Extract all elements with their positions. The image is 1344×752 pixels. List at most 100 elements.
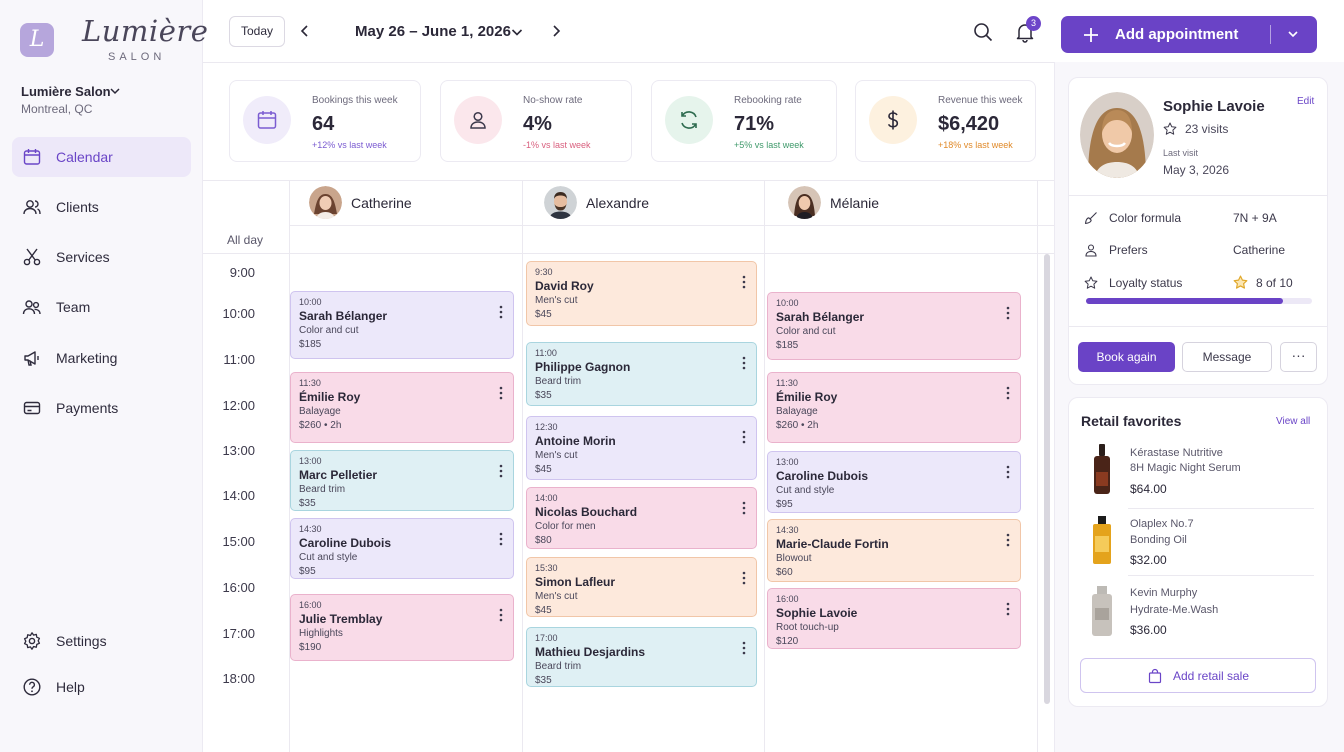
stat-card-rebooking: Rebooking rate 71% +5% vs last week bbox=[651, 80, 837, 162]
nav-label: Clients bbox=[56, 199, 99, 215]
more-vertical-icon[interactable] bbox=[1003, 532, 1013, 548]
appointment-card[interactable]: 11:30 Émilie Roy Balayage $260 • 2h bbox=[290, 372, 514, 443]
appointment-card[interactable]: 17:00 Mathieu Desjardins Beard trim $35 bbox=[526, 627, 757, 687]
appointment-service: Beard trim bbox=[299, 484, 346, 495]
staff-name: Mélanie bbox=[830, 194, 880, 211]
appointment-service: Color for men bbox=[535, 521, 596, 532]
star-outline-icon bbox=[1163, 122, 1177, 135]
staff-header-alexandre[interactable]: Alexandre bbox=[544, 186, 649, 219]
appointment-service: Cut and style bbox=[776, 485, 835, 496]
edit-client-link[interactable]: Edit bbox=[1297, 96, 1315, 107]
add-appointment-button[interactable]: Add appointment bbox=[1061, 16, 1317, 53]
appointment-time: 16:00 bbox=[776, 594, 799, 604]
stat-card-bookings: Bookings this week 64 +12% vs last week bbox=[229, 80, 421, 162]
nav-item-payments[interactable]: Payments bbox=[12, 388, 191, 428]
chevron-down-icon[interactable] bbox=[1286, 27, 1300, 41]
appointment-client: Marie-Claude Fortin bbox=[776, 537, 889, 551]
more-vertical-icon[interactable] bbox=[1003, 305, 1013, 321]
more-vertical-icon[interactable] bbox=[739, 500, 749, 516]
add-retail-sale-button[interactable]: Add retail sale bbox=[1080, 658, 1316, 693]
staff-header-catherine[interactable]: Catherine bbox=[309, 186, 412, 219]
add-appointment-label: Add appointment bbox=[1115, 26, 1239, 43]
appointment-card[interactable]: 9:30 David Roy Men's cut $45 bbox=[526, 261, 757, 326]
product-name: Kérastase Nutritive bbox=[1130, 447, 1223, 459]
view-all-link[interactable]: View all bbox=[1276, 416, 1311, 427]
salon-selector[interactable]: Lumière Salon bbox=[21, 84, 111, 99]
product-price: $64.00 bbox=[1130, 482, 1167, 496]
calendar-scrollbar[interactable] bbox=[1044, 254, 1050, 704]
appointment-time: 10:00 bbox=[299, 297, 322, 307]
appointment-card[interactable]: 10:00 Sarah Bélanger Color and cut $185 bbox=[290, 291, 514, 359]
nav-item-team[interactable]: Team bbox=[12, 287, 191, 327]
appointment-service: Beard trim bbox=[535, 661, 582, 672]
appointment-card[interactable]: 12:30 Antoine Morin Men's cut $45 bbox=[526, 416, 757, 480]
appointment-price: $260 • 2h bbox=[299, 420, 342, 431]
calendar-icon bbox=[23, 149, 41, 165]
nav-label: Marketing bbox=[56, 350, 118, 366]
appointment-card[interactable]: 14:30 Marie-Claude Fortin Blowout $60 bbox=[767, 519, 1021, 582]
appointment-card[interactable]: 14:30 Caroline Dubois Cut and style $95 bbox=[290, 518, 514, 579]
loyalty-progress-bar bbox=[1086, 298, 1312, 304]
more-options-button[interactable]: ··· bbox=[1280, 342, 1317, 372]
appointment-time: 10:00 bbox=[776, 298, 799, 308]
search-icon[interactable] bbox=[972, 21, 994, 43]
nav-item-marketing[interactable]: Marketing bbox=[12, 338, 191, 378]
chevron-right-icon[interactable] bbox=[547, 22, 565, 40]
more-vertical-icon[interactable] bbox=[1003, 601, 1013, 617]
more-vertical-icon[interactable] bbox=[496, 463, 506, 479]
appointment-client: Nicolas Bouchard bbox=[535, 505, 638, 519]
appointment-time: 11:30 bbox=[299, 378, 321, 388]
message-button[interactable]: Message bbox=[1182, 342, 1272, 372]
more-vertical-icon[interactable] bbox=[739, 640, 749, 656]
card-icon bbox=[23, 401, 41, 415]
appointment-card[interactable]: 11:00 Philippe Gagnon Beard trim $35 bbox=[526, 342, 757, 406]
today-button[interactable]: Today bbox=[229, 16, 285, 47]
appointment-card[interactable]: 11:30 Émilie Roy Balayage $260 • 2h bbox=[767, 372, 1021, 443]
appointment-time: 11:30 bbox=[776, 378, 798, 388]
more-vertical-icon[interactable] bbox=[739, 570, 749, 586]
appointment-time: 12:30 bbox=[535, 422, 558, 432]
more-vertical-icon[interactable] bbox=[739, 429, 749, 445]
more-vertical-icon[interactable] bbox=[1003, 385, 1013, 401]
divider bbox=[1128, 508, 1314, 509]
more-vertical-icon[interactable] bbox=[739, 355, 749, 371]
more-vertical-icon[interactable] bbox=[496, 385, 506, 401]
more-vertical-icon[interactable] bbox=[739, 274, 749, 290]
nav-item-clients[interactable]: Clients bbox=[12, 187, 191, 227]
appointment-card[interactable]: 13:00 Marc Pelletier Beard trim $35 bbox=[290, 450, 514, 511]
more-vertical-icon[interactable] bbox=[496, 607, 506, 623]
chevron-down-icon[interactable] bbox=[108, 84, 122, 98]
appointment-client: Sarah Bélanger bbox=[299, 309, 388, 323]
staff-header-melanie[interactable]: Mélanie bbox=[788, 186, 879, 219]
divider bbox=[1128, 575, 1314, 576]
stat-change: -1% vs last week bbox=[523, 140, 591, 150]
product-name: Kevin Murphy bbox=[1130, 587, 1198, 599]
stat-value: 71% bbox=[734, 113, 775, 135]
chevron-down-icon[interactable] bbox=[508, 23, 526, 41]
salon-city: Montreal, QC bbox=[21, 102, 93, 116]
info-label: Color formula bbox=[1109, 211, 1182, 225]
appointment-card[interactable]: 10:00 Sarah Bélanger Color and cut $185 bbox=[767, 292, 1021, 360]
stat-icon-wrap bbox=[869, 96, 917, 144]
chevron-left-icon[interactable] bbox=[296, 22, 314, 40]
nav-item-settings[interactable]: Settings bbox=[12, 621, 191, 661]
appointment-client: Julie Tremblay bbox=[299, 612, 383, 626]
appointment-card[interactable]: 13:00 Caroline Dubois Cut and style $95 bbox=[767, 451, 1021, 513]
appointment-card[interactable]: 15:30 Simon Lafleur Men's cut $45 bbox=[526, 557, 757, 617]
oil-bottle-icon bbox=[1093, 516, 1111, 564]
hour-label: 9:00 bbox=[229, 265, 255, 280]
more-vertical-icon[interactable] bbox=[496, 531, 506, 547]
appointment-client: Sarah Bélanger bbox=[776, 310, 865, 324]
appointment-card[interactable]: 16:00 Sophie Lavoie Root touch-up $120 bbox=[767, 588, 1021, 649]
more-vertical-icon[interactable] bbox=[496, 304, 506, 320]
nav-item-help[interactable]: Help bbox=[12, 667, 191, 707]
appointment-price: $60 bbox=[776, 567, 793, 578]
more-vertical-icon[interactable] bbox=[1003, 464, 1013, 480]
date-range-selector[interactable]: May 26 – June 1, 2026 bbox=[355, 23, 511, 40]
nav-item-services[interactable]: Services bbox=[12, 237, 191, 277]
appointment-card[interactable]: 16:00 Julie Tremblay Highlights $190 bbox=[290, 594, 514, 661]
appointment-service: Color and cut bbox=[776, 326, 836, 337]
nav-item-calendar[interactable]: Calendar bbox=[12, 137, 191, 177]
book-again-button[interactable]: Book again bbox=[1078, 342, 1175, 372]
appointment-card[interactable]: 14:00 Nicolas Bouchard Color for men $80 bbox=[526, 487, 757, 549]
